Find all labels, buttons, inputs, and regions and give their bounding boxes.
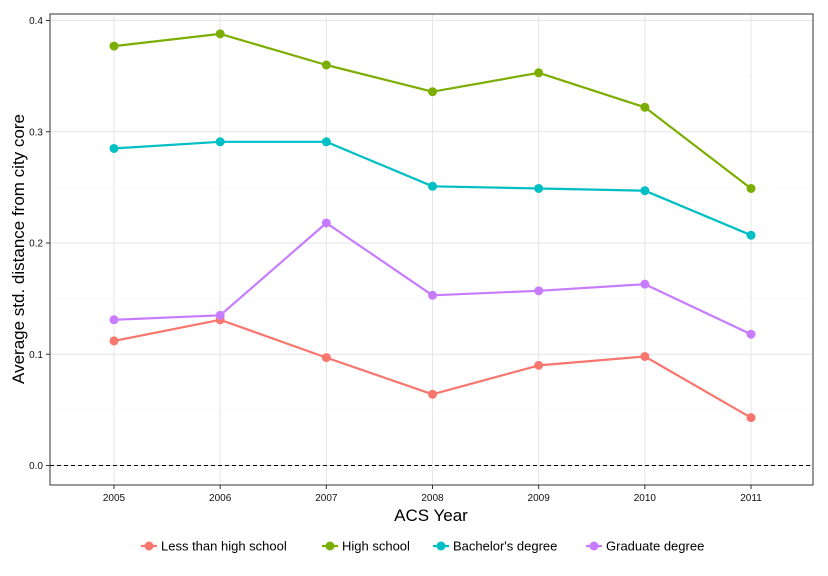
y-tick-label: 0.4 (29, 16, 43, 27)
data-point-graduate-degree (215, 310, 225, 320)
y-tick-label: 0.1 (29, 350, 43, 361)
y-tick-label: 0.3 (29, 127, 43, 138)
data-point-bachelor-s-degree (640, 186, 650, 196)
y-axis-title: Average std. distance from city core (9, 114, 28, 384)
data-point-less-than-high-school (109, 336, 119, 346)
x-axis-title: ACS Year (394, 506, 468, 525)
y-tick-label: 0.0 (29, 461, 43, 472)
x-tick-label: 2006 (209, 493, 232, 504)
data-point-bachelor-s-degree (109, 143, 119, 153)
data-point-high-school (428, 87, 438, 97)
panel-border (49, 13, 814, 486)
legend-key-point (325, 541, 335, 551)
x-tick-label: 2008 (421, 493, 444, 504)
data-point-bachelor-s-degree (746, 230, 756, 240)
data-point-bachelor-s-degree (215, 137, 225, 147)
legend-label: Less than high school (161, 539, 287, 554)
y-tick-label: 0.2 (29, 239, 43, 250)
x-tick-label: 2009 (528, 493, 551, 504)
legend-key-point (144, 541, 154, 551)
data-point-high-school (109, 41, 119, 51)
legend-key-point (436, 541, 446, 551)
x-tick-label: 2007 (315, 493, 338, 504)
legend-key-point (589, 541, 599, 551)
data-point-graduate-degree (534, 286, 544, 296)
panel-background (50, 14, 813, 485)
x-tick-label: 2010 (634, 493, 657, 504)
data-point-less-than-high-school (321, 353, 331, 363)
data-point-bachelor-s-degree (428, 181, 438, 191)
data-point-less-than-high-school (428, 389, 438, 399)
data-point-graduate-degree (321, 218, 331, 228)
series-layer (109, 29, 756, 423)
data-point-high-school (640, 102, 650, 112)
legend-label: Bachelor's degree (453, 539, 557, 554)
x-tick-label: 2005 (103, 493, 126, 504)
axis-ticks: 0.0 0.1 0.2 0.3 0.4 2005 2006 2007 2008 2009 2010 2… (29, 16, 762, 504)
data-point-high-school (321, 60, 331, 70)
data-point-high-school (215, 29, 225, 39)
data-point-high-school (746, 183, 756, 193)
legend: Less than high school High school Bachelor… (141, 539, 704, 554)
legend-label: Graduate degree (606, 539, 704, 554)
data-point-graduate-degree (640, 279, 650, 289)
data-point-bachelor-s-degree (321, 137, 331, 147)
legend-label: High school (342, 539, 410, 554)
data-point-bachelor-s-degree (534, 183, 544, 193)
data-point-graduate-degree (746, 329, 756, 339)
data-point-graduate-degree (428, 290, 438, 300)
data-point-less-than-high-school (746, 413, 756, 423)
data-point-high-school (534, 68, 544, 78)
data-point-graduate-degree (109, 315, 119, 325)
data-point-less-than-high-school (640, 351, 650, 361)
x-tick-label: 2011 (740, 493, 762, 504)
data-point-less-than-high-school (534, 360, 544, 370)
